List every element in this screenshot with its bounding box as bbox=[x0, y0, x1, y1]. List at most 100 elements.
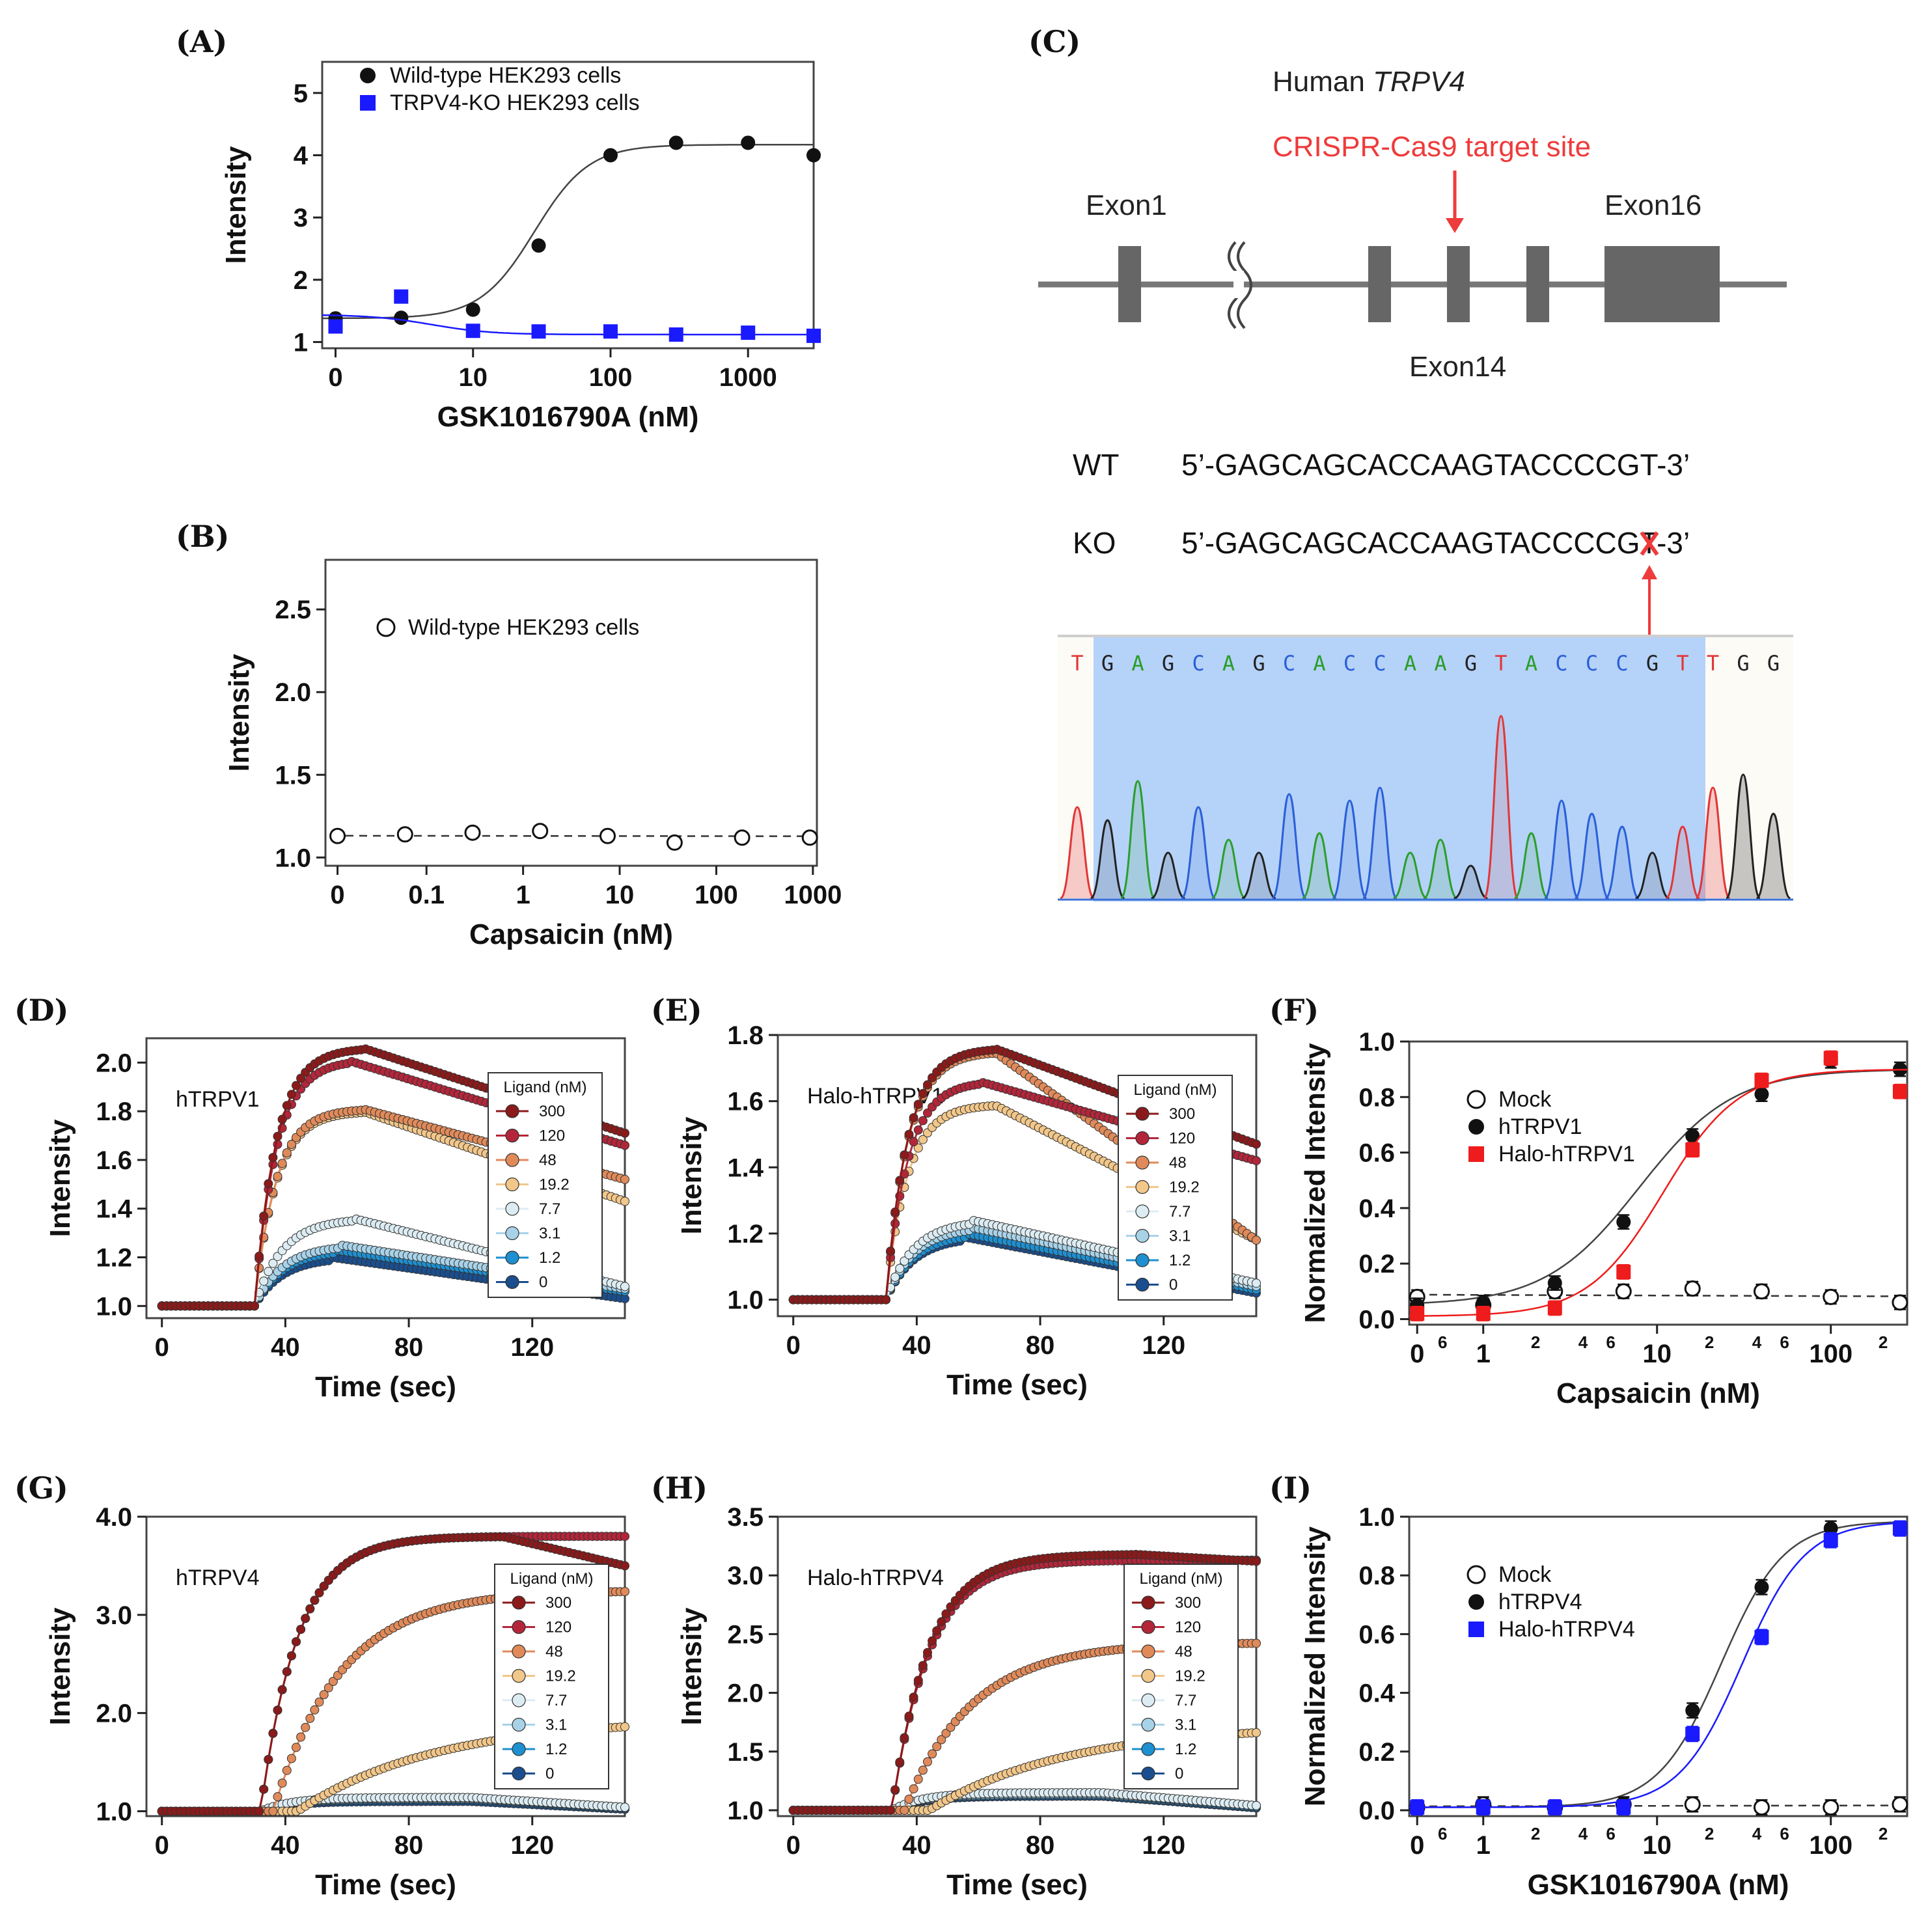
data-point bbox=[464, 824, 481, 841]
data-point bbox=[1823, 1051, 1838, 1066]
legend-marker bbox=[505, 1128, 519, 1143]
y-tick-label: 1.0 bbox=[727, 1797, 764, 1825]
trace-point bbox=[890, 1785, 900, 1795]
trace-point bbox=[259, 1784, 269, 1794]
legend-label: 300 bbox=[1169, 1105, 1195, 1123]
trace-point bbox=[296, 1625, 306, 1635]
x-tick-label: 80 bbox=[394, 1333, 424, 1362]
data-point bbox=[1410, 1800, 1425, 1815]
panel-c-gene-schematic: Human TRPV4 CRISPR-Cas9 target site Exon… bbox=[1038, 66, 1787, 383]
x-tick-label: 40 bbox=[271, 1831, 300, 1860]
legend-marker bbox=[1135, 1204, 1150, 1219]
data-point bbox=[1476, 1306, 1491, 1321]
x-tick-label: 10 bbox=[1642, 1340, 1672, 1368]
chromatogram-peak bbox=[1090, 819, 1125, 900]
legend-marker bbox=[1468, 1119, 1484, 1135]
x-tick-label: 0 bbox=[155, 1333, 169, 1362]
data-point bbox=[801, 829, 818, 846]
trace-point bbox=[277, 1114, 287, 1124]
trace-point bbox=[328, 1677, 338, 1686]
legend-label: Mock bbox=[1498, 1562, 1552, 1587]
legend-label: 300 bbox=[1175, 1594, 1201, 1612]
trace-point bbox=[913, 1143, 923, 1153]
x-minor-tick-label: 6 bbox=[1606, 1332, 1615, 1352]
x-tick-label: 80 bbox=[1026, 1831, 1055, 1860]
trace-point bbox=[620, 1802, 629, 1812]
chromatogram-peak bbox=[1604, 825, 1640, 900]
y-tick-label: 0.4 bbox=[1358, 1679, 1395, 1708]
chart-b: 1.0 1.5 2.0 2.5 0 0.1 1 10 100 1000 Capsaicin (nM)… bbox=[223, 559, 842, 950]
trace-point bbox=[301, 1722, 310, 1732]
legend-marker bbox=[1135, 1253, 1150, 1267]
trace-point bbox=[923, 1108, 932, 1118]
wt-sequence: 5’-GAGCAGCACCAAGTACCCCGT-3’ bbox=[1181, 448, 1690, 482]
base-call: C bbox=[1192, 651, 1204, 676]
x-minor-tick-label: 4 bbox=[1752, 1824, 1762, 1843]
trace-point bbox=[620, 1140, 629, 1150]
data-point bbox=[666, 834, 683, 851]
data-point bbox=[1753, 1283, 1770, 1300]
data-point bbox=[741, 135, 756, 150]
legend-label: 0 bbox=[1169, 1276, 1177, 1294]
legend-marker bbox=[505, 1275, 519, 1290]
data-point bbox=[465, 302, 480, 317]
trace-point bbox=[918, 1088, 928, 1098]
y-axis-label: Intensity bbox=[676, 1116, 708, 1234]
data-point bbox=[1684, 1796, 1701, 1813]
x-minor-tick-label: 2 bbox=[1879, 1824, 1888, 1843]
data-point bbox=[1684, 1280, 1701, 1297]
base-call: G bbox=[1101, 651, 1114, 676]
trace-point bbox=[886, 1247, 896, 1256]
y-tick-label: 5 bbox=[294, 79, 308, 108]
x-tick-label: 40 bbox=[902, 1831, 931, 1860]
exon1-box bbox=[1118, 246, 1141, 322]
y-tick-label: 3.0 bbox=[96, 1601, 132, 1630]
y-tick-label: 3.5 bbox=[727, 1503, 764, 1532]
legend-marker bbox=[1141, 1693, 1155, 1707]
data-point bbox=[668, 135, 683, 150]
trace-point bbox=[928, 1636, 937, 1646]
x-minor-tick-label: 6 bbox=[1606, 1824, 1615, 1843]
x-axis-label: Capsaicin (nM) bbox=[469, 918, 673, 950]
chart-e: 1.0 1.2 1.4 1.6 1.8 0 40 80 120 Time (sec) Intensi… bbox=[676, 1021, 1261, 1401]
panel-label-b: (B) bbox=[176, 519, 229, 554]
trace-point bbox=[923, 1757, 932, 1767]
exon-box bbox=[1526, 246, 1549, 322]
trace-point bbox=[941, 1728, 951, 1738]
y-tick-label: 0.2 bbox=[1358, 1738, 1395, 1767]
trace-point bbox=[1252, 1139, 1261, 1149]
data-point bbox=[1685, 1703, 1700, 1718]
x-tick-label: 100 bbox=[589, 363, 633, 392]
trace-point bbox=[264, 1267, 273, 1276]
data-point bbox=[1754, 1087, 1769, 1102]
base-call: T bbox=[1707, 651, 1719, 676]
data-point bbox=[668, 327, 683, 342]
trace-point bbox=[314, 1588, 324, 1597]
inner-label: hTRPV4 bbox=[176, 1566, 260, 1590]
legend-label: 19.2 bbox=[539, 1176, 570, 1194]
chart-a: 1 2 3 4 5 0 10 100 1000 GSK1016790A (nM) Intensity… bbox=[220, 61, 821, 433]
y-tick-label: 0.0 bbox=[1358, 1305, 1395, 1334]
legend-label: 0 bbox=[1175, 1765, 1183, 1783]
data-point bbox=[465, 324, 480, 338]
chromatogram-peak bbox=[1634, 851, 1670, 900]
trace-point bbox=[923, 1080, 932, 1090]
panel-label-a: (A) bbox=[176, 24, 227, 59]
y-tick-label: 3.0 bbox=[727, 1562, 764, 1590]
x-tick-label: 1 bbox=[1476, 1831, 1491, 1860]
y-tick-label: 2.0 bbox=[727, 1679, 764, 1708]
x-tick-label: 40 bbox=[271, 1333, 300, 1362]
ligand-legend-title: Ligand (nM) bbox=[503, 1079, 586, 1096]
trace-ligand-300 bbox=[788, 1550, 1261, 1815]
base-call: G bbox=[1737, 651, 1749, 676]
panel-label-f: (F) bbox=[1269, 993, 1319, 1028]
data-point bbox=[603, 148, 618, 163]
data-point bbox=[329, 827, 346, 844]
panel-c-sequences: WT 5’-GAGCAGCACCAAGTACCCCGT-3’ KO 5’-GAG… bbox=[1073, 448, 1690, 644]
trace-ligand-300 bbox=[157, 1044, 629, 1311]
base-call: C bbox=[1616, 651, 1628, 676]
x-tick-label: 1000 bbox=[719, 363, 777, 392]
x-tick-label: 0 bbox=[786, 1331, 801, 1360]
legend-marker bbox=[512, 1693, 526, 1707]
plot-frame bbox=[1408, 1040, 1908, 1326]
